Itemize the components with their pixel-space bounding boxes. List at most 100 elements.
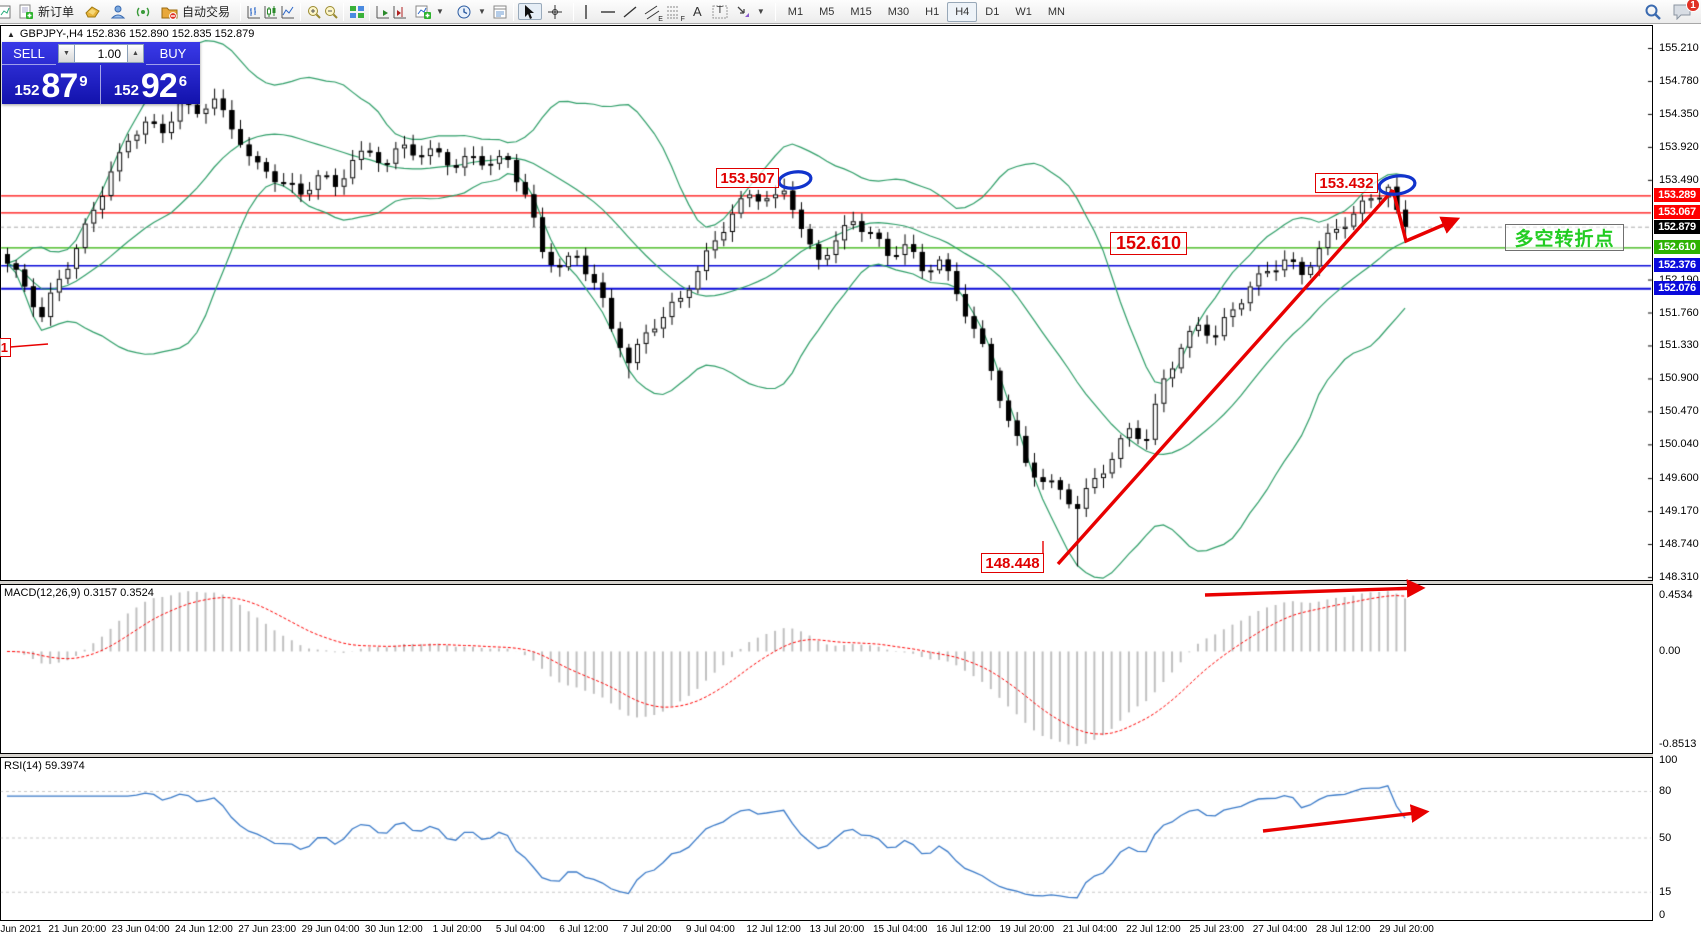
volume-up-button[interactable]: ▲	[127, 44, 144, 63]
timeframe-M30[interactable]: M30	[887, 5, 910, 18]
channel-tool[interactable]: E	[644, 3, 663, 23]
sell-price[interactable]: 152 87 9	[2, 65, 101, 104]
price-label-148448[interactable]: 148.448	[981, 553, 1044, 573]
time-tick: 9 Jul 04:00	[685, 924, 735, 935]
search-icon[interactable]	[1644, 3, 1661, 20]
time-tick: 28 Jul 12:00	[1316, 924, 1371, 935]
new-order-button[interactable]: 新订单	[11, 1, 80, 23]
price-label-left-partial[interactable]: 1	[0, 338, 11, 357]
trend-arrow-2[interactable]	[1391, 189, 1461, 244]
time-tick: 13 Jul 20:00	[809, 924, 865, 935]
tile-windows-icon[interactable]	[348, 3, 365, 20]
sell-button[interactable]: SELL	[2, 42, 56, 65]
price-tick: 150.900	[1659, 372, 1699, 385]
dropdown-caret: ▼	[756, 7, 765, 16]
volume-input[interactable]: 1.00	[75, 44, 127, 63]
price-tag-152.376: 152.376	[1654, 258, 1700, 273]
auto-trading-icon	[161, 3, 178, 20]
notification-badge: 1	[1686, 0, 1700, 12]
price-tag-152.879: 152.879	[1654, 219, 1700, 234]
signals-icon[interactable]	[134, 3, 151, 20]
one-click-toggle[interactable]: ▲	[7, 29, 15, 39]
vertical-line-tool[interactable]	[578, 3, 595, 20]
chart-shift-icon[interactable]	[391, 3, 408, 20]
timeframe-H4[interactable]: H4	[947, 1, 978, 22]
time-tick: 30 Jun 12:00	[364, 924, 423, 935]
auto-trading-button[interactable]: 自动交易	[155, 1, 236, 23]
timeframe-H1[interactable]: H1	[925, 5, 940, 18]
new-chart-partial-icon[interactable]	[0, 3, 11, 20]
time-axis[interactable]: 18 Jun 2021 21 Jun 20:00 23 Jun 04:00 24 Ju…	[0, 921, 1653, 937]
price-tag-153.067: 153.067	[1654, 205, 1700, 220]
timeframe-MN[interactable]: MN	[1047, 5, 1065, 18]
rsi-axis-label: 15	[1659, 885, 1672, 898]
trend-arrow-3[interactable]	[1204, 579, 1426, 598]
timeframe-D1[interactable]: D1	[985, 5, 1000, 18]
price-tag-153.289: 153.289	[1654, 188, 1700, 203]
time-tick: 19 Jul 20:00	[999, 924, 1055, 935]
timeframe-M1[interactable]: M1	[787, 5, 804, 18]
toolbar: 新订单 自动交易	[0, 0, 1701, 24]
text-tool[interactable]: A	[693, 4, 702, 19]
trend-arrow-1[interactable]	[1056, 188, 1395, 566]
zoom-out-icon[interactable]	[322, 3, 339, 20]
arrows-dropdown[interactable]: ▼	[729, 1, 771, 23]
sell-price-pips: 87	[41, 67, 78, 105]
volume-down-button[interactable]: ▼	[58, 44, 75, 63]
add-indicator-icon	[414, 3, 431, 20]
horizontal-line-tool[interactable]	[600, 3, 617, 20]
trendline-tool[interactable]	[622, 3, 639, 20]
time-tick: 27 Jun 23:00	[238, 924, 297, 935]
indicators-dropdown[interactable]: ▼	[408, 1, 450, 23]
arrow-objects-icon	[735, 3, 752, 20]
dropdown-caret: ▼	[477, 7, 486, 16]
navigator-icon[interactable]	[109, 3, 126, 20]
price-tick: 148.310	[1659, 571, 1699, 583]
time-tick: 15 Jul 04:00	[872, 924, 928, 935]
time-tick: 27 Jul 04:00	[1252, 924, 1308, 935]
chat-icon[interactable]: 1	[1671, 0, 1700, 20]
fibonacci-tool[interactable]: F	[666, 3, 685, 23]
templates-icon[interactable]	[492, 3, 509, 20]
auto-scroll-icon[interactable]	[374, 3, 391, 20]
candlestick-chart-icon[interactable]	[262, 3, 279, 20]
highlight-ellipse-1[interactable]	[777, 170, 813, 190]
zoom-in-icon[interactable]	[305, 3, 322, 20]
price-tick: 155.210	[1659, 42, 1699, 54]
market-watch-icon[interactable]	[84, 3, 101, 20]
bar-chart-icon[interactable]	[245, 3, 262, 20]
crosshair-tool[interactable]	[547, 3, 564, 20]
time-tick: 5 Jul 04:00	[495, 924, 545, 935]
line-chart-icon[interactable]	[279, 3, 296, 20]
new-order-label: 新订单	[38, 5, 75, 19]
periods-dropdown[interactable]: ▼	[450, 1, 492, 23]
toolbar-separator	[300, 2, 302, 21]
time-tick: 23 Jun 04:00	[111, 924, 170, 935]
price-axis[interactable]: 155.210 154.780 154.350 153.920 153.490 152.1…	[1653, 25, 1701, 921]
timeframe-W1[interactable]: W1	[1015, 5, 1032, 18]
time-tick: 21 Jul 04:00	[1062, 924, 1118, 935]
price-tick: 150.040	[1659, 438, 1699, 451]
timeframe-M5[interactable]: M5	[819, 5, 835, 18]
time-tick: 1 Jul 20:00	[432, 924, 482, 935]
cursor-tool[interactable]	[517, 3, 542, 20]
trend-arrow-4[interactable]	[1262, 804, 1430, 833]
highlight-ellipse-2[interactable]	[1377, 174, 1417, 197]
timeframe-M15[interactable]: M15	[850, 5, 872, 18]
rsi-axis-label: 100	[1659, 754, 1678, 766]
price-label-153507[interactable]: 153.507	[716, 168, 779, 188]
price-tick: 148.740	[1659, 538, 1699, 551]
toolbar-separator	[774, 2, 776, 21]
pivot-point-label[interactable]: 多空转折点	[1505, 224, 1624, 251]
text-label-tool[interactable]: T	[712, 3, 729, 20]
toolbar-separator	[343, 2, 345, 21]
time-tick: 18 Jun 2021	[0, 924, 42, 935]
price-label-152610[interactable]: 152.610	[1110, 232, 1187, 255]
auto-trading-label: 自动交易	[182, 5, 231, 19]
buy-price[interactable]: 152 92 6	[101, 65, 200, 104]
rsi-axis-label: 80	[1659, 785, 1672, 797]
rsi-axis-label: 0	[1659, 909, 1666, 921]
buy-button[interactable]: BUY	[146, 42, 200, 65]
price-label-153432[interactable]: 153.432	[1315, 173, 1378, 193]
